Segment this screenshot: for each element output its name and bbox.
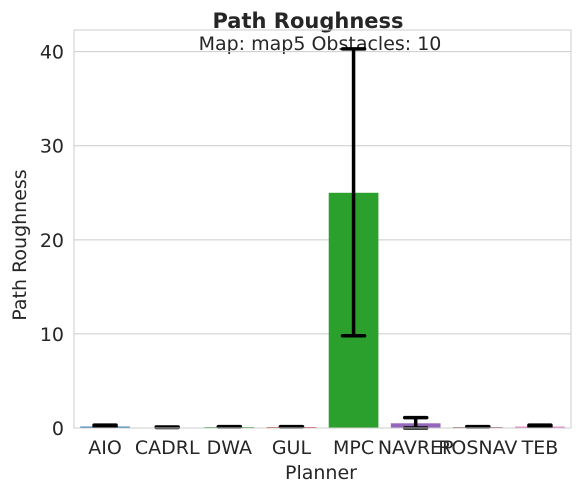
y-axis-label: Path Roughness [9, 169, 31, 320]
x-tick-label-mpc: MPC [333, 437, 374, 459]
bars-group [80, 192, 565, 428]
x-tick-label-rosnav: ROSNAV [438, 437, 517, 459]
x-tick-label-teb: TEB [521, 437, 559, 459]
x-tick-label-navrep: NAVREP [378, 437, 454, 459]
x-tick-label-aio: AIO [88, 437, 122, 459]
plot-frame [73, 29, 572, 429]
chart-title: Path Roughness [212, 9, 403, 33]
y-tick-labels: 0 10 20 30 40 [40, 42, 64, 440]
gridlines [74, 51, 571, 429]
error-bars-group [92, 47, 553, 430]
y-tick-label: 0 [52, 418, 64, 440]
y-tick-label: 20 [40, 230, 64, 252]
x-tick-label-gul: GUL [272, 437, 312, 459]
y-tick-label: 10 [40, 324, 64, 346]
y-tick-label: 30 [40, 136, 64, 158]
x-tick-label-cadrl: CADRL [135, 437, 200, 459]
x-tick-label-dwa: DWA [207, 437, 252, 459]
chart-subtitle: Map: map5 Obstacles: 10 [199, 33, 442, 55]
y-tick-label: 40 [40, 42, 64, 64]
x-axis-label: Planner [285, 462, 357, 484]
